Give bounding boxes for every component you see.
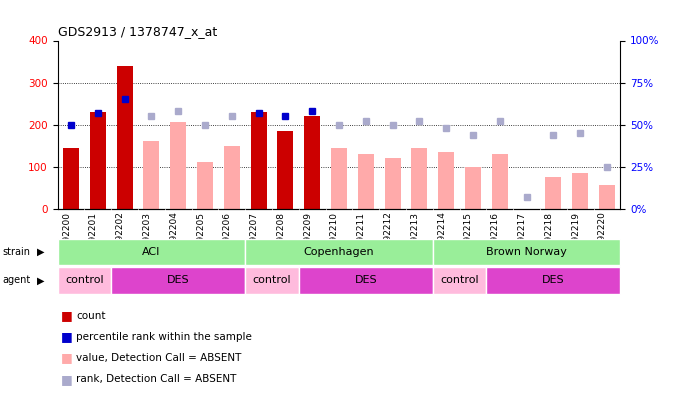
Text: GSM92208: GSM92208 bbox=[277, 211, 285, 260]
Text: ■: ■ bbox=[61, 330, 73, 343]
Bar bbox=[412, 148, 427, 209]
Bar bbox=[111, 267, 245, 294]
Bar bbox=[331, 148, 347, 209]
Text: GSM92219: GSM92219 bbox=[571, 211, 580, 260]
Text: count: count bbox=[76, 311, 106, 321]
Text: GSM92200: GSM92200 bbox=[62, 211, 71, 260]
Text: GSM92216: GSM92216 bbox=[491, 211, 500, 260]
Text: GSM92218: GSM92218 bbox=[544, 211, 553, 260]
Bar bbox=[143, 141, 159, 209]
Text: GSM92215: GSM92215 bbox=[464, 211, 473, 260]
Bar bbox=[245, 267, 299, 294]
Text: GSM92206: GSM92206 bbox=[223, 211, 232, 260]
Bar bbox=[486, 267, 620, 294]
Text: GSM92214: GSM92214 bbox=[437, 211, 446, 260]
Bar bbox=[170, 122, 186, 209]
Text: DES: DES bbox=[167, 275, 190, 286]
Bar bbox=[89, 112, 106, 209]
Text: GSM92204: GSM92204 bbox=[170, 211, 178, 260]
Bar bbox=[58, 267, 111, 294]
Text: GDS2913 / 1378747_x_at: GDS2913 / 1378747_x_at bbox=[58, 26, 217, 38]
Text: ■: ■ bbox=[61, 309, 73, 322]
Bar bbox=[384, 158, 401, 209]
Bar bbox=[197, 162, 213, 209]
Bar bbox=[304, 116, 320, 209]
Text: Copenhagen: Copenhagen bbox=[304, 247, 374, 257]
Text: GSM92201: GSM92201 bbox=[89, 211, 98, 260]
Bar bbox=[117, 66, 133, 209]
Text: GSM92209: GSM92209 bbox=[303, 211, 312, 260]
Text: GSM92220: GSM92220 bbox=[598, 211, 607, 260]
Text: agent: agent bbox=[2, 275, 31, 286]
Bar bbox=[492, 154, 508, 209]
Text: GSM92211: GSM92211 bbox=[357, 211, 366, 260]
Text: ▶: ▶ bbox=[37, 247, 45, 257]
Text: ACI: ACI bbox=[142, 247, 161, 257]
Text: GSM92213: GSM92213 bbox=[410, 211, 420, 260]
Text: GSM92207: GSM92207 bbox=[250, 211, 258, 260]
Bar bbox=[545, 177, 561, 209]
Bar bbox=[245, 239, 433, 265]
Text: GSM92205: GSM92205 bbox=[196, 211, 205, 260]
Bar bbox=[251, 112, 266, 209]
Bar bbox=[224, 145, 240, 209]
Text: control: control bbox=[253, 275, 292, 286]
Text: value, Detection Call = ABSENT: value, Detection Call = ABSENT bbox=[76, 353, 241, 363]
Bar bbox=[358, 154, 374, 209]
Text: GSM92202: GSM92202 bbox=[116, 211, 125, 260]
Text: control: control bbox=[65, 275, 104, 286]
Text: GSM92217: GSM92217 bbox=[517, 211, 527, 260]
Text: GSM92212: GSM92212 bbox=[384, 211, 393, 260]
Bar bbox=[572, 173, 589, 209]
Text: DES: DES bbox=[542, 275, 565, 286]
Text: rank, Detection Call = ABSENT: rank, Detection Call = ABSENT bbox=[76, 374, 237, 384]
Text: ■: ■ bbox=[61, 352, 73, 365]
Bar bbox=[63, 148, 79, 209]
Bar bbox=[438, 152, 454, 209]
Bar bbox=[433, 267, 486, 294]
Bar bbox=[599, 185, 615, 209]
Text: control: control bbox=[440, 275, 479, 286]
Bar bbox=[433, 239, 620, 265]
Text: DES: DES bbox=[355, 275, 377, 286]
Bar bbox=[299, 267, 433, 294]
Text: ■: ■ bbox=[61, 373, 73, 386]
Text: GSM92210: GSM92210 bbox=[330, 211, 339, 260]
Text: percentile rank within the sample: percentile rank within the sample bbox=[76, 332, 252, 342]
Text: GSM92203: GSM92203 bbox=[142, 211, 151, 260]
Bar bbox=[465, 166, 481, 209]
Text: ▶: ▶ bbox=[37, 275, 45, 286]
Bar bbox=[58, 239, 245, 265]
Text: strain: strain bbox=[2, 247, 30, 257]
Text: Brown Norway: Brown Norway bbox=[486, 247, 567, 257]
Bar bbox=[277, 131, 294, 209]
